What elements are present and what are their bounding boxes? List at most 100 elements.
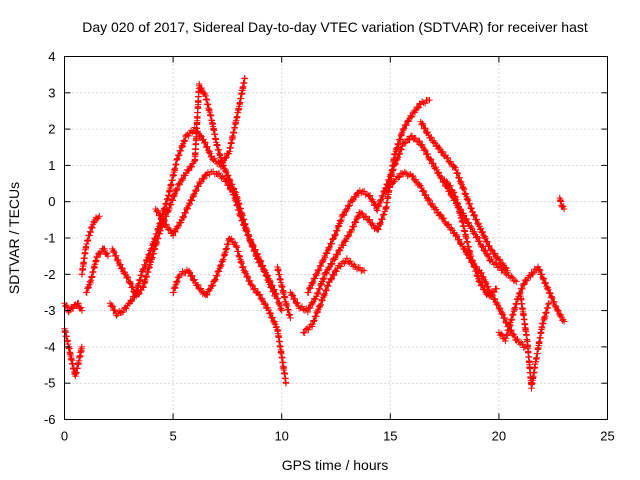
data-point bbox=[184, 205, 191, 212]
data-point bbox=[103, 250, 111, 257]
y-tick-label: -1 bbox=[44, 231, 56, 246]
data-point bbox=[311, 317, 318, 324]
data-point bbox=[457, 180, 464, 187]
data-point bbox=[78, 307, 86, 314]
data-point bbox=[192, 188, 199, 195]
data-point bbox=[171, 190, 179, 197]
data-point bbox=[194, 281, 202, 288]
data-point bbox=[394, 154, 402, 161]
data-point bbox=[178, 142, 186, 149]
data-point bbox=[237, 213, 245, 221]
data-point bbox=[191, 276, 198, 283]
data-point bbox=[392, 160, 399, 168]
data-point bbox=[483, 252, 491, 259]
data-point bbox=[323, 250, 331, 257]
data-point bbox=[504, 267, 511, 274]
data-point bbox=[345, 203, 352, 210]
data-point bbox=[256, 291, 264, 298]
series-arc9 bbox=[274, 263, 294, 322]
data-point bbox=[456, 174, 463, 181]
data-point bbox=[294, 299, 301, 306]
data-point bbox=[203, 144, 210, 151]
data-point bbox=[311, 275, 319, 282]
data-point bbox=[421, 146, 428, 153]
data-point bbox=[406, 136, 413, 144]
data-point bbox=[174, 277, 181, 285]
data-point bbox=[144, 257, 151, 264]
data-point bbox=[220, 162, 227, 169]
data-point bbox=[548, 293, 555, 300]
data-point bbox=[342, 206, 349, 213]
data-point bbox=[319, 275, 326, 282]
y-axis-label: SDTVAR / TECUs bbox=[6, 182, 22, 294]
data-point bbox=[174, 155, 181, 162]
data-point bbox=[440, 215, 448, 222]
data-point bbox=[549, 294, 556, 302]
data-point bbox=[390, 166, 397, 173]
data-point bbox=[241, 221, 248, 228]
data-point bbox=[334, 227, 341, 234]
data-point bbox=[447, 182, 454, 189]
data-point bbox=[493, 285, 500, 292]
data-point bbox=[215, 268, 223, 275]
data-point bbox=[370, 198, 377, 205]
data-point bbox=[231, 239, 239, 246]
data-point bbox=[332, 254, 339, 262]
data-point bbox=[376, 220, 383, 227]
data-point bbox=[177, 147, 185, 155]
data-point bbox=[307, 285, 314, 292]
data-point bbox=[305, 326, 312, 333]
data-point bbox=[90, 218, 97, 225]
data-point bbox=[483, 279, 490, 287]
data-point bbox=[331, 272, 338, 279]
data-point bbox=[488, 247, 496, 254]
data-point bbox=[180, 213, 187, 220]
data-point bbox=[252, 285, 259, 292]
data-point bbox=[167, 201, 175, 208]
data-point bbox=[84, 285, 91, 292]
data-point bbox=[229, 181, 236, 188]
data-point bbox=[265, 275, 272, 282]
data-point bbox=[420, 188, 428, 195]
data-point bbox=[321, 254, 329, 261]
data-point bbox=[479, 275, 487, 282]
data-point bbox=[211, 155, 218, 162]
y-tick-label: 4 bbox=[48, 49, 55, 64]
data-point bbox=[186, 269, 194, 276]
x-tick-label: 25 bbox=[600, 429, 614, 444]
data-point bbox=[203, 291, 210, 298]
data-point bbox=[260, 268, 268, 275]
data-point bbox=[128, 297, 136, 304]
data-point bbox=[264, 272, 271, 279]
data-point bbox=[278, 307, 285, 314]
data-point bbox=[196, 80, 203, 88]
data-point bbox=[377, 219, 384, 226]
x-tick-label: 5 bbox=[169, 429, 176, 444]
data-point bbox=[222, 155, 229, 162]
data-point bbox=[323, 286, 330, 294]
data-point bbox=[340, 242, 347, 249]
data-point bbox=[93, 254, 101, 261]
data-point bbox=[136, 290, 143, 297]
data-point bbox=[154, 207, 161, 214]
data-point bbox=[325, 264, 332, 271]
data-point bbox=[208, 283, 216, 290]
data-point bbox=[551, 298, 558, 305]
data-point bbox=[471, 211, 478, 218]
data-point bbox=[244, 272, 251, 280]
y-tick-label: -2 bbox=[44, 267, 56, 282]
data-point bbox=[491, 295, 499, 302]
data-point bbox=[329, 236, 336, 243]
data-point bbox=[333, 268, 340, 275]
data-point bbox=[337, 217, 344, 224]
data-point bbox=[493, 301, 500, 308]
data-point bbox=[78, 343, 86, 351]
data-point bbox=[473, 216, 480, 223]
data-point bbox=[226, 181, 233, 189]
data-point bbox=[336, 247, 344, 254]
data-point bbox=[422, 125, 429, 132]
data-point bbox=[465, 197, 472, 204]
data-point bbox=[163, 213, 170, 220]
data-point bbox=[173, 223, 181, 230]
data-point bbox=[200, 89, 208, 96]
